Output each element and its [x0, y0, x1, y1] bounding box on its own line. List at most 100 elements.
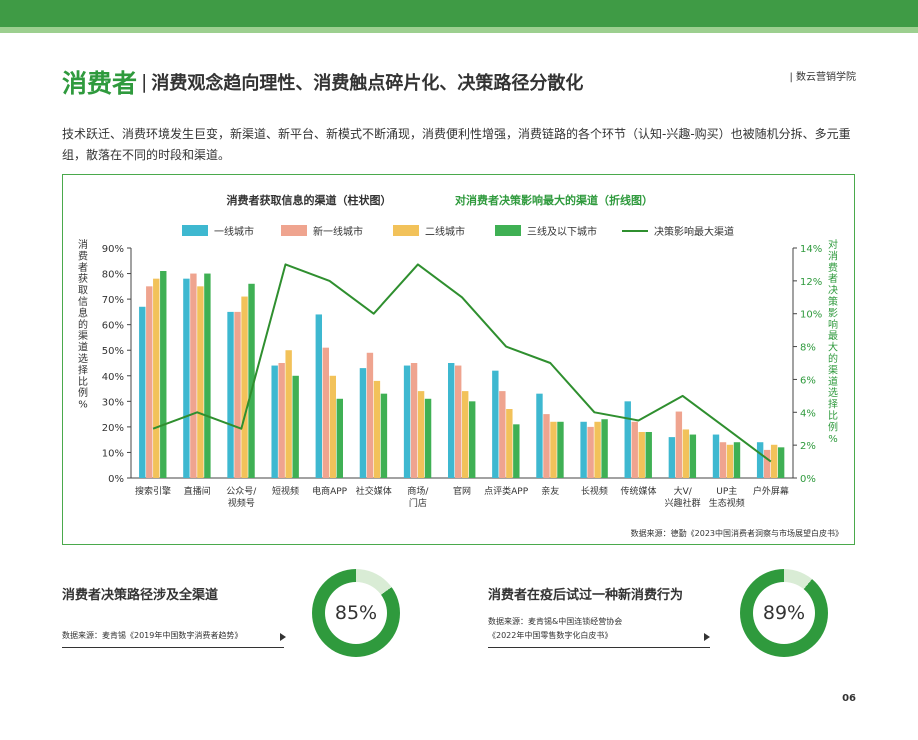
bar-2-5: [373, 380, 381, 478]
x-tick-label: 官网: [453, 485, 471, 497]
bar-0-9: [536, 393, 543, 478]
y-tick-label-left: 30%: [102, 397, 124, 408]
chart-source: 数据来源：德勤《2023中国消费者洞察与市场展望白皮书》: [631, 528, 843, 538]
title-separator: |: [141, 71, 148, 93]
x-tick-label: 搜索引擎: [135, 485, 171, 497]
stat-2-source-line-2: 《2022年中国零售数字化白皮书》: [488, 631, 613, 640]
bar-1-8: [499, 391, 506, 478]
bar-0-4: [315, 314, 322, 478]
y-axis-title-left: 消费者获取信息的渠道选择比例%: [78, 238, 88, 411]
stat-2-source-line-1: 数据来源：麦肯锡&中国连锁经营协会: [488, 617, 623, 626]
x-tick-label: 公众号/视频号: [226, 486, 257, 509]
y-tick-label-left: 60%: [102, 321, 124, 332]
bar-1-13: [719, 442, 727, 478]
bar-1-7: [455, 365, 462, 478]
stat-1-title: 消费者决策路径涉及全渠道: [62, 588, 219, 603]
brand-label: | 数云营销学院: [789, 72, 856, 83]
y-tick-label-right: 6%: [800, 375, 816, 386]
bar-3-11: [645, 432, 652, 478]
stat-2-arrow-icon: [704, 633, 710, 641]
bar-2-9: [550, 421, 557, 478]
x-tick-label: 传统媒体: [621, 485, 657, 497]
legend-label-3: 三线及以下城市: [527, 225, 597, 238]
bar-3-10: [601, 419, 608, 478]
x-tick-label: 点评类APP: [484, 485, 529, 497]
x-tick-label: 户外屏幕: [753, 485, 789, 497]
x-tick-label: 长视频: [581, 485, 608, 497]
y-tick-label-left: 90%: [102, 244, 124, 255]
bar-3-12: [689, 434, 697, 478]
y-tick-label-right: 8%: [800, 343, 816, 354]
bar-1-4: [322, 347, 329, 478]
bar-3-3: [292, 375, 299, 478]
bar-2-3: [285, 350, 292, 478]
bar-3-2: [248, 283, 255, 478]
legend-label-1: 新一线城市: [313, 225, 363, 238]
y-tick-label-left: 20%: [102, 423, 124, 434]
bar-0-5: [359, 368, 367, 478]
x-tick-label: 大V/兴趣社群: [665, 485, 701, 509]
bar-3-9: [557, 421, 564, 478]
stat-1-value: 85%: [334, 602, 378, 624]
bar-2-0: [153, 278, 160, 478]
bar-2-7: [462, 391, 469, 478]
bar-0-10: [580, 421, 587, 478]
legend-swatch-0: [182, 225, 208, 236]
x-tick-label: 商场/门店: [407, 485, 429, 509]
bar-2-4: [329, 375, 336, 478]
bar-3-0: [160, 271, 167, 478]
legend-label-line: 决策影响最大渠道: [654, 225, 734, 238]
x-tick-label: 社交媒体: [356, 485, 392, 497]
bar-0-11: [624, 401, 631, 478]
y-axis-title-right: 对消费者决策影响最大的渠道选择比例%: [828, 238, 838, 445]
legend-swatch-2: [393, 225, 419, 236]
x-tick-label: 短视频: [272, 485, 299, 497]
bar-1-5: [366, 352, 374, 478]
bar-3-8: [513, 424, 520, 478]
bar-0-6: [403, 365, 411, 478]
y-tick-label-right: 10%: [800, 310, 822, 321]
page-number: 06: [842, 693, 856, 704]
title-keyword: 消费者: [62, 69, 138, 98]
stat-1-source: 数据来源：麦肯锡《2019年中国数字消费者趋势》: [62, 631, 243, 640]
intro-paragraph: 技术跃迁、消费环境发生巨变，新渠道、新平台、新模式不断涌现，消费便利性增强，消费…: [62, 127, 851, 162]
x-tick-label: 电商APP: [312, 485, 348, 497]
bar-1-6: [410, 363, 418, 478]
x-tick-label: UP主生态视频: [709, 485, 745, 509]
page-title: 消费者 | 消费观念趋向理性、消费触点碎片化、决策路径分散化: [62, 64, 583, 100]
bar-0-7: [448, 363, 455, 478]
bar-1-2: [234, 311, 241, 478]
legend-swatch-1: [281, 225, 307, 236]
bar-0-8: [492, 370, 499, 478]
bar-2-1: [197, 286, 204, 478]
legend-label-0: 一线城市: [214, 225, 254, 238]
bar-3-6: [424, 398, 432, 478]
bar-1-11: [631, 421, 638, 478]
bar-2-11: [638, 432, 645, 478]
y-tick-label-right: 12%: [800, 277, 822, 288]
combo-chart: 消费者获取信息的渠道（柱状图） 对消费者决策影响最大的渠道（折线图） 一线城市 新一线…: [78, 193, 843, 538]
bar-0-13: [712, 434, 720, 478]
y-tick-label-right: 4%: [800, 408, 816, 419]
bar-1-0: [146, 286, 153, 478]
bar-0-0: [139, 306, 146, 478]
bar-2-6: [417, 391, 425, 478]
bar-2-10: [594, 421, 601, 478]
bar-2-2: [241, 296, 248, 478]
bar-3-13: [733, 442, 741, 478]
y-tick-label-left: 70%: [102, 295, 124, 306]
x-tick-label: 亲友: [541, 485, 559, 497]
chart-title-line: 对消费者决策影响最大的渠道（折线图）: [455, 193, 653, 207]
bar-3-7: [469, 401, 476, 478]
chart-title-bar: 消费者获取信息的渠道（柱状图）: [227, 193, 392, 207]
bar-2-8: [506, 409, 513, 478]
y-tick-label-right: 2%: [800, 441, 816, 452]
bar-0-3: [271, 365, 278, 478]
stat-2-underline: [488, 647, 710, 648]
bar-0-14: [756, 442, 764, 478]
bar-2-12: [682, 429, 690, 478]
bar-2-14: [770, 444, 778, 478]
bar-1-1: [190, 273, 197, 478]
y-tick-label-right: 0%: [800, 474, 816, 485]
y-tick-label-right: 14%: [800, 244, 822, 255]
